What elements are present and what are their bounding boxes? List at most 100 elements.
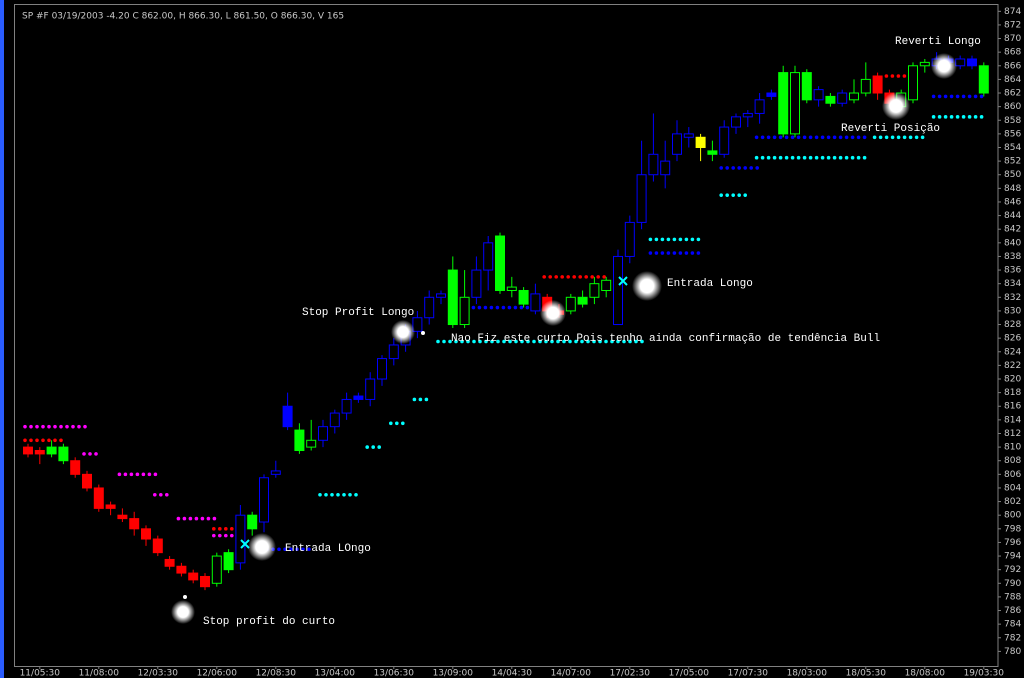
candle-body xyxy=(70,460,81,475)
stop-dot xyxy=(129,472,134,477)
stop-dot xyxy=(628,339,632,344)
y-tick-label: 818 xyxy=(1004,388,1021,398)
stop-dot xyxy=(604,339,608,344)
candle-body xyxy=(388,344,399,360)
stop-dot xyxy=(814,155,819,160)
stop-dot xyxy=(71,424,75,429)
stop-dot xyxy=(884,135,889,140)
candle-body xyxy=(731,116,741,128)
y-tick-label: 782 xyxy=(1004,633,1021,643)
stop-dot xyxy=(660,237,665,242)
stop-dot xyxy=(796,155,801,160)
stop-dot xyxy=(159,492,163,497)
candle-body xyxy=(660,160,671,176)
candle-body xyxy=(200,575,210,588)
stop-dot xyxy=(478,339,482,344)
candle-body xyxy=(105,504,116,509)
y-tick-label: 808 xyxy=(1004,456,1021,466)
stop-dot xyxy=(560,275,564,279)
stop-dot xyxy=(47,438,51,443)
stop-dot xyxy=(725,166,729,170)
stop-dot xyxy=(584,275,588,279)
stop-dot xyxy=(484,339,488,344)
y-tick-label: 796 xyxy=(1004,538,1021,548)
y-tick-label: 846 xyxy=(1004,197,1021,207)
stop-dot xyxy=(495,305,500,310)
y-tick-label: 826 xyxy=(1004,334,1021,344)
stop-dot xyxy=(194,516,199,521)
stop-dot xyxy=(931,115,936,119)
stop-dot xyxy=(548,275,552,279)
stop-dot xyxy=(324,492,328,497)
stop-dot xyxy=(943,94,948,99)
stop-dot xyxy=(943,115,948,119)
stop-dot xyxy=(454,339,458,344)
stop-dot xyxy=(961,115,966,119)
x-tick-label: 14/04:30 xyxy=(492,669,533,678)
candle-body xyxy=(742,112,753,118)
candle-body xyxy=(955,58,966,67)
stop-dot xyxy=(94,452,98,456)
stop-dot xyxy=(784,155,789,160)
stop-dot xyxy=(902,135,907,140)
candle-body xyxy=(813,89,824,101)
stop-dot xyxy=(826,135,831,140)
stop-dot xyxy=(961,94,966,99)
stop-dot xyxy=(684,237,689,242)
stop-dot xyxy=(83,424,87,429)
stop-dot xyxy=(59,424,63,429)
candle-body xyxy=(483,242,494,271)
stop-dot xyxy=(778,155,783,160)
stop-dot xyxy=(556,339,560,344)
stop-dot xyxy=(23,438,27,443)
stop-dot xyxy=(572,275,576,279)
candle-body xyxy=(294,429,305,452)
stop-dot xyxy=(59,438,63,443)
stop-dot xyxy=(29,424,33,429)
stop-dot xyxy=(838,135,843,140)
stop-dot xyxy=(574,339,578,344)
stop-dot xyxy=(755,166,759,170)
stop-dot xyxy=(318,492,322,497)
candle-body xyxy=(825,95,836,104)
y-tick-label: 794 xyxy=(1004,552,1021,562)
candle-body xyxy=(282,405,293,428)
y-tick-label: 848 xyxy=(1004,184,1021,194)
annotation: Stop Profit Longo xyxy=(302,307,414,319)
y-tick-label: 816 xyxy=(1004,402,1021,412)
stop-dot xyxy=(47,424,51,429)
stop-dot xyxy=(844,155,849,160)
stop-dot xyxy=(218,527,222,531)
y-tick-label: 792 xyxy=(1004,565,1021,575)
stop-dot xyxy=(760,155,765,160)
stop-dot xyxy=(967,115,972,119)
y-tick-label: 836 xyxy=(1004,266,1021,276)
stop-dot xyxy=(41,438,45,443)
stop-dot xyxy=(790,155,795,160)
stop-dot xyxy=(884,74,889,78)
candle-body xyxy=(518,289,529,305)
stop-dot xyxy=(979,115,984,119)
stop-dot xyxy=(525,305,530,310)
signal-dot xyxy=(183,595,187,599)
stop-dot xyxy=(766,155,771,160)
stop-dot xyxy=(796,135,801,140)
candle-body xyxy=(318,426,328,441)
stop-dot xyxy=(832,135,837,140)
candle-body xyxy=(188,572,199,581)
candle-body xyxy=(778,72,789,135)
y-tick-label: 828 xyxy=(1004,320,1021,330)
stop-dot xyxy=(295,547,299,552)
candle-body xyxy=(754,99,765,114)
stop-dot xyxy=(550,339,554,344)
stop-dot xyxy=(690,251,695,255)
y-tick-label: 806 xyxy=(1004,470,1021,480)
candle-body xyxy=(459,296,470,326)
y-tick-label: 852 xyxy=(1004,157,1021,167)
stop-dot xyxy=(35,424,39,429)
stop-dot xyxy=(542,275,546,279)
y-tick-label: 844 xyxy=(1004,211,1021,221)
stop-dot xyxy=(772,155,777,160)
stop-dot xyxy=(212,527,216,531)
stop-dot xyxy=(35,438,39,443)
